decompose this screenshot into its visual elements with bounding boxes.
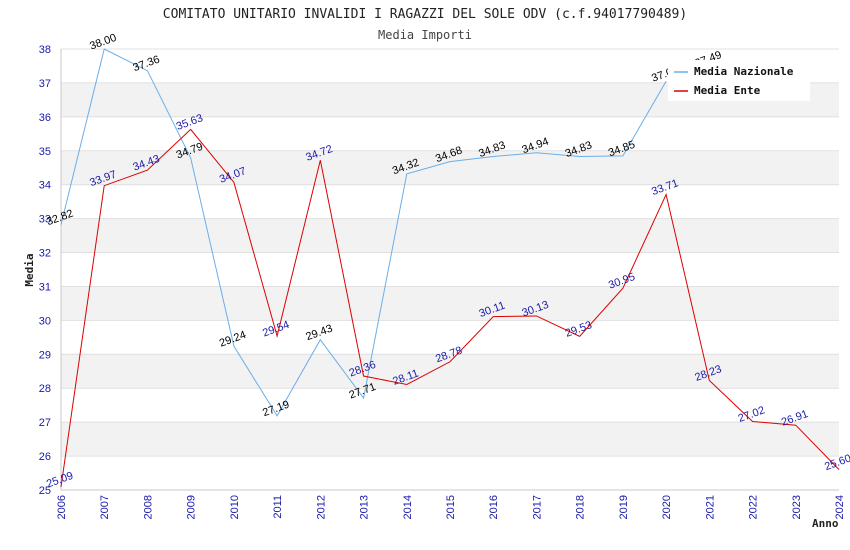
data-label-ente: 29.54 [261,319,291,340]
data-label-nazionale: 37.36 [131,54,161,75]
grid-band [61,422,839,457]
legend-label-ente: Media Ente [694,84,761,97]
x-tick-label: 2017 [531,495,543,519]
axes [60,49,839,491]
grid-band [61,150,839,185]
legend-label-nazionale: Media Nazionale [694,65,794,78]
x-tick-label: 2013 [359,495,371,519]
y-tick-label: 26 [39,451,51,463]
data-label-ente: 25.09 [45,470,75,491]
x-tick-label: 2006 [56,495,68,519]
y-tick-label: 34 [39,180,51,192]
data-label-nazionale: 29.24 [218,329,248,350]
y-tick-label: 38 [39,44,51,56]
x-tick-label: 2007 [99,495,111,519]
data-label-ente: 29.53 [564,319,594,340]
x-tick-label: 2012 [315,495,327,519]
y-tick-label: 28 [39,383,51,395]
y-tick-label: 32 [39,248,51,260]
x-tick-label: 2024 [834,495,846,519]
y-axis-label: Media [23,253,36,286]
y-tick-label: 29 [39,349,51,361]
x-tick-label: 2022 [748,495,760,519]
x-tick-label: 2020 [661,495,673,519]
y-tick-label: 35 [39,146,51,158]
legend: Media Nazionale Media Ente [668,60,810,101]
x-tick-label: 2011 [272,495,284,519]
grid-band [61,354,839,389]
series-line-ente [60,128,840,488]
grid-band [61,286,839,321]
chart-subtitle: Media Importi [378,28,472,42]
x-tick-label: 2009 [186,495,198,519]
x-tick-label: 2018 [575,495,587,519]
x-tick-labels: 2006 2007 2008 2009 2010 2011 2012 2013 2014 2015… [56,495,846,519]
y-tick-label: 37 [39,78,51,90]
y-tick-label: 27 [39,417,51,429]
series-lines [60,48,840,488]
grid-band [61,218,839,253]
x-tick-label: 2010 [229,495,241,519]
y-tick-label: 30 [39,315,51,327]
y-tick-label: 25 [39,485,51,497]
y-tick-labels: 25 26 27 28 29 30 31 32 33 34 35 36 37 38 [39,44,51,497]
chart-title: COMITATO UNITARIO INVALIDI I RAGAZZI DEL… [163,7,687,22]
y-tick-label: 33 [39,214,51,226]
data-label-nazionale: 27.19 [261,399,291,420]
x-tick-label: 2014 [402,495,414,519]
series-line-nazionale [60,48,667,417]
x-tick-label: 2019 [618,495,630,519]
y-tick-label: 31 [39,281,51,293]
x-tick-label: 2023 [791,495,803,519]
y-tick-label: 36 [39,112,51,124]
grid-bands [61,48,839,491]
x-tick-label: 2015 [445,495,457,519]
x-tick-label: 2021 [704,495,716,519]
legend-box [668,60,810,101]
x-axis-label: Anno [812,517,839,530]
x-tick-label: 2008 [142,495,154,519]
x-tick-label: 2016 [488,495,500,519]
data-label-nazionale: 29.43 [304,323,334,344]
